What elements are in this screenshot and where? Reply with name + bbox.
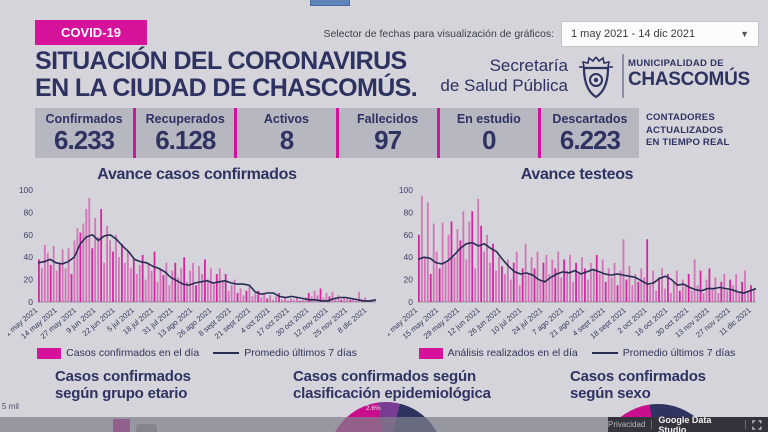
sex-chart-title: Casos confirmados según sexo	[570, 368, 706, 402]
stat-recuperados: Recuperados 6.128	[136, 108, 235, 158]
covid-badge: COVID-19	[35, 20, 147, 45]
municipality-crest-icon	[579, 56, 613, 99]
stat-label: Confirmados	[45, 112, 123, 126]
line-swatch-icon	[213, 352, 240, 354]
age-chart-title: Casos confirmados según grupo etario	[55, 368, 191, 402]
date-range-value: 1 may 2021 - 14 dic 2021	[571, 28, 696, 40]
svg-text:20: 20	[24, 275, 34, 285]
chart-tests-title: Avance testeos	[520, 166, 634, 183]
date-selector-row: Selector de fechas para visualización de…	[323, 22, 758, 46]
google-data-studio-link[interactable]: Google Data Studio	[658, 414, 712, 432]
stat-fallecidos: Fallecidos 97	[338, 108, 437, 158]
svg-text:20: 20	[404, 275, 414, 285]
stat-label: Activos	[263, 112, 309, 126]
browser-tab-remnant	[310, 0, 350, 6]
stat-label: Fallecidos	[357, 112, 419, 126]
svg-text:0: 0	[28, 297, 33, 307]
bar-swatch-icon	[418, 347, 443, 359]
svg-text:100: 100	[399, 185, 413, 195]
date-selector-label: Selector de fechas para visualización de…	[323, 28, 554, 40]
svg-text:80: 80	[404, 207, 414, 217]
epidemiology-chart-title: Casos confirmados según clasificación ep…	[293, 368, 491, 402]
stat-value: 97	[374, 125, 402, 155]
svg-text:40: 40	[24, 252, 34, 262]
svg-text:60: 60	[24, 230, 34, 240]
svg-text:80: 80	[24, 207, 34, 217]
stat-label: Recuperados	[145, 112, 225, 126]
stat-activos: Activos 8	[237, 108, 336, 158]
privacy-link[interactable]: Privacidad	[608, 420, 646, 429]
municipality-line1: MUNICIPALIDAD DE	[628, 58, 724, 69]
chart-tests-legend: Análisis realizados en el día Promedio ú…	[388, 347, 766, 359]
stat-value: 6.223	[559, 125, 621, 155]
legend-line: Promedio últimos 7 días	[213, 347, 357, 359]
stat-value: 6.128	[155, 125, 216, 155]
age-chart-ytick: 5 mil	[2, 402, 19, 411]
chevron-down-icon: ▼	[740, 29, 749, 39]
note-line3: EN TIEMPO REAL	[646, 137, 730, 148]
footer-brand-area: Privacidad Google Data Studio	[608, 414, 768, 432]
note-line2: ACTUALIZADOS	[646, 124, 724, 136]
pie-epidemiologia-label: 2.6%	[366, 405, 381, 412]
svg-text:60: 60	[404, 230, 414, 240]
stat-label: Descartados	[552, 112, 628, 126]
stat-label: En estudio	[456, 112, 521, 126]
fullscreen-icon[interactable]	[752, 419, 762, 430]
chart-confirmed-cases[interactable]: Avance casos confirmados 0 20 40 60 80 100 1 m…	[3, 166, 386, 364]
date-range-selector[interactable]: 1 may 2021 - 14 dic 2021 ▼	[562, 22, 758, 46]
svg-text:40: 40	[404, 252, 414, 262]
chart-tests[interactable]: Avance testeos 0 20 40 60 80 100 1 may 2021 15 …	[383, 166, 766, 364]
realtime-counters-note: CONTADORES ACTUALIZADOS EN TIEMPO REAL	[646, 112, 730, 150]
legend-line: Promedio últimos 7 días	[591, 347, 735, 359]
legend-bars: Análisis realizados en el día	[418, 347, 578, 359]
footer-bar: Privacidad Google Data Studio	[0, 414, 768, 432]
page-title-line2: EN LA CIUDAD DE CHASCOMÚS.	[35, 74, 418, 102]
stat-value: 8	[279, 125, 295, 155]
org-name: Secretaría de Salud Pública	[440, 56, 568, 96]
municipality-name: MUNICIPALIDAD DE CHASCOMÚS	[628, 58, 756, 91]
stat-en-estudio: En estudio 0	[439, 108, 538, 158]
line-swatch-icon	[591, 352, 618, 354]
footer-divider	[651, 420, 653, 429]
stat-value: 6.233	[54, 125, 115, 155]
footer-divider	[745, 420, 747, 429]
page-title: SITUACIÓN DEL CORONAVIRUS EN LA CIUDAD D…	[35, 47, 418, 102]
org-line1: Secretaría	[489, 56, 568, 75]
svg-text:100: 100	[19, 185, 33, 195]
stat-value: 0	[482, 125, 497, 155]
header-divider	[622, 54, 624, 98]
municipality-line2: CHASCOMÚS	[628, 69, 750, 90]
note-line1: CONTADORES	[646, 112, 715, 123]
chart-confirmed-legend: Casos confirmados en el día Promedio últ…	[8, 347, 386, 359]
stat-confirmados: Confirmados 6.233	[35, 108, 134, 158]
page-title-line1: SITUACIÓN DEL CORONAVIRUS	[35, 47, 407, 75]
bar-swatch-icon	[37, 347, 62, 359]
svg-text:0: 0	[408, 297, 413, 307]
org-line2: de Salud Pública	[440, 76, 568, 95]
chart-confirmed-title: Avance casos confirmados	[97, 166, 297, 183]
legend-bars: Casos confirmados en el día	[37, 347, 199, 359]
stat-descartados: Descartados 6.223	[540, 108, 640, 158]
stats-band: Confirmados 6.233 Recuperados 6.128 Activos 8…	[35, 108, 640, 158]
